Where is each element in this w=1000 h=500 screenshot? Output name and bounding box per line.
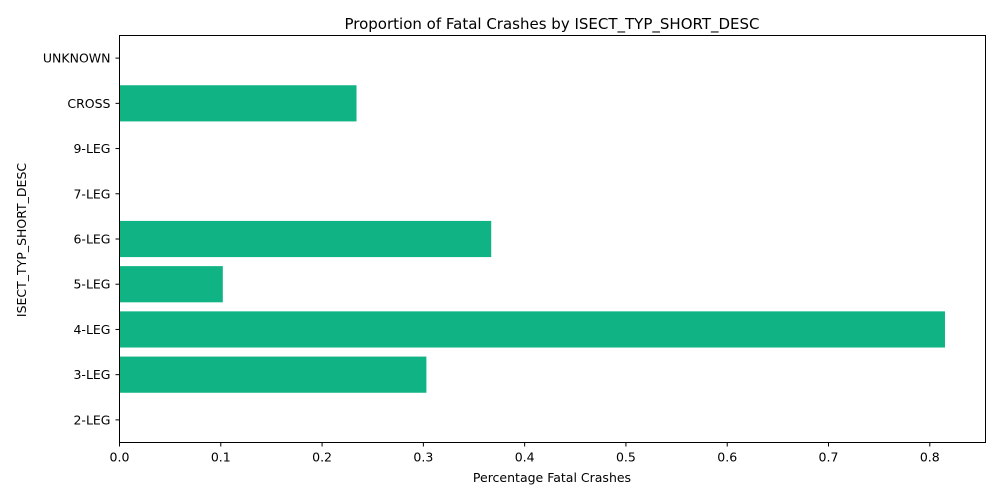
x-tick-label: 0.0: [110, 450, 130, 465]
ticks-layer: 2-LEG 3-LEG 4-LEG 5-LEG 6-LEG 7-LEG 9-LEG CROSS…: [43, 51, 940, 465]
y-tick-label: 6-LEG: [73, 232, 110, 247]
bar-cross: [119, 85, 357, 122]
y-tick-label: 4-LEG: [73, 322, 110, 337]
bars-layer: [119, 85, 945, 393]
y-tick-label: 5-LEG: [73, 277, 110, 292]
y-tick-label: UNKNOWN: [43, 51, 111, 66]
bar-5-leg: [119, 266, 223, 303]
x-tick-label: 0.5: [616, 450, 636, 465]
y-tick-label: 7-LEG: [73, 186, 110, 201]
x-axis-title: Percentage Fatal Crashes: [473, 470, 631, 485]
x-tick-label: 0.3: [413, 450, 433, 465]
bar-3-leg: [119, 356, 427, 393]
chart-title: Proportion of Fatal Crashes by ISECT_TYP…: [344, 15, 759, 34]
y-tick-label: 3-LEG: [73, 367, 110, 382]
y-tick-label: 2-LEG: [73, 412, 110, 427]
y-tick-label: 9-LEG: [73, 141, 110, 156]
y-axis-title: ISECT_TYP_SHORT_DESC: [14, 163, 29, 317]
x-tick-label: 0.8: [920, 450, 940, 465]
bar-4-leg: [119, 311, 945, 348]
x-tick-label: 0.2: [312, 450, 332, 465]
y-tick-label: CROSS: [67, 96, 110, 111]
x-tick-label: 0.4: [515, 450, 535, 465]
bar-6-leg: [119, 220, 492, 258]
x-tick-label: 0.1: [211, 450, 231, 465]
x-tick-label: 0.7: [819, 450, 839, 465]
x-tick-label: 0.6: [717, 450, 737, 465]
